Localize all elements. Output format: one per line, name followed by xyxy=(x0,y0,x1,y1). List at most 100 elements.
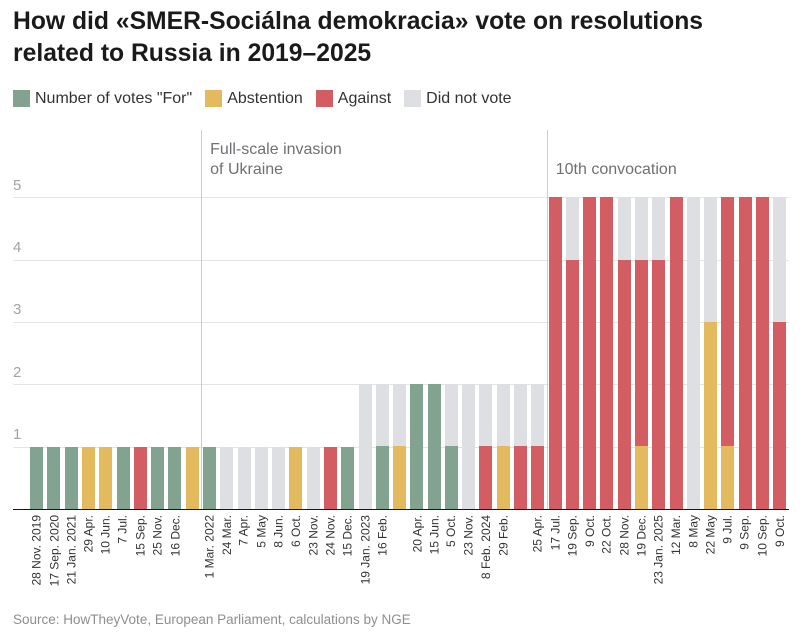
bar-column-42[interactable] xyxy=(755,197,769,509)
bar-segment-against[interactable] xyxy=(755,197,769,509)
bar-segment-against[interactable] xyxy=(323,446,337,509)
bar-column-32[interactable] xyxy=(583,197,597,509)
bar-column-39[interactable] xyxy=(704,197,718,509)
bar-segment-against[interactable] xyxy=(531,446,545,509)
bar-column-40[interactable] xyxy=(721,197,735,509)
bar-column-41[interactable] xyxy=(738,197,752,509)
bar-column-3[interactable] xyxy=(82,446,96,509)
bar-column-24[interactable] xyxy=(444,384,458,509)
bar-column-7[interactable] xyxy=(151,446,165,509)
bar-column-28[interactable] xyxy=(514,384,528,509)
bar-column-33[interactable] xyxy=(600,197,614,509)
bar-column-0[interactable] xyxy=(30,446,44,509)
bar-segment-against[interactable] xyxy=(773,321,787,509)
bar-segment-did_not_vote[interactable] xyxy=(358,384,372,509)
bar-column-34[interactable] xyxy=(617,197,631,509)
bar-segment-abstention[interactable] xyxy=(393,446,407,509)
bar-column-30[interactable] xyxy=(548,197,562,509)
bar-column-43[interactable] xyxy=(773,197,787,509)
bar-column-37[interactable] xyxy=(669,197,683,509)
bar-column-35[interactable] xyxy=(635,197,648,509)
bar-segment-did_not_vote[interactable] xyxy=(531,384,545,447)
bar-segment-against[interactable] xyxy=(617,259,631,509)
bar-segment-abstention[interactable] xyxy=(704,321,718,509)
bar-column-27[interactable] xyxy=(496,384,510,509)
bar-segment-abstention[interactable] xyxy=(185,446,199,509)
bar-segment-did_not_vote[interactable] xyxy=(444,384,458,447)
bar-column-5[interactable] xyxy=(116,446,130,509)
bar-column-36[interactable] xyxy=(652,197,666,509)
bar-segment-against[interactable] xyxy=(721,197,735,447)
bar-segment-did_not_vote[interactable] xyxy=(375,384,389,447)
bar-column-22[interactable] xyxy=(410,384,424,509)
bar-segment-against[interactable] xyxy=(565,259,579,509)
bar-segment-abstention[interactable] xyxy=(82,446,96,509)
bar-segment-for[interactable] xyxy=(341,446,355,509)
bar-segment-against[interactable] xyxy=(479,446,493,509)
bar-segment-against[interactable] xyxy=(738,197,752,509)
bar-segment-abstention[interactable] xyxy=(721,446,735,509)
bar-column-18[interactable] xyxy=(341,446,355,509)
bar-segment-did_not_vote[interactable] xyxy=(272,446,286,509)
bar-segment-for[interactable] xyxy=(116,446,130,509)
bar-segment-against[interactable] xyxy=(635,259,648,447)
bar-segment-for[interactable] xyxy=(168,446,182,509)
bar-column-26[interactable] xyxy=(479,384,493,509)
bar-segment-did_not_vote[interactable] xyxy=(773,197,787,322)
bar-column-6[interactable] xyxy=(133,446,147,509)
bar-segment-did_not_vote[interactable] xyxy=(617,197,631,260)
bar-segment-against[interactable] xyxy=(600,197,614,509)
bar-column-20[interactable] xyxy=(375,384,389,509)
bar-segment-abstention[interactable] xyxy=(635,446,648,509)
bar-segment-did_not_vote[interactable] xyxy=(220,446,234,509)
bar-column-23[interactable] xyxy=(427,384,441,509)
bar-column-38[interactable] xyxy=(686,197,700,509)
bar-segment-against[interactable] xyxy=(548,197,562,509)
bar-segment-did_not_vote[interactable] xyxy=(462,384,476,509)
bar-segment-for[interactable] xyxy=(427,384,441,509)
bar-segment-abstention[interactable] xyxy=(289,446,303,509)
bar-segment-did_not_vote[interactable] xyxy=(704,197,718,322)
bar-segment-abstention[interactable] xyxy=(99,446,113,509)
bar-segment-abstention[interactable] xyxy=(496,446,510,509)
bar-column-8[interactable] xyxy=(168,446,182,509)
bar-column-11[interactable] xyxy=(220,446,234,509)
bar-column-9[interactable] xyxy=(185,446,199,509)
bar-segment-did_not_vote[interactable] xyxy=(306,446,320,509)
bar-segment-for[interactable] xyxy=(410,384,424,509)
bar-segment-did_not_vote[interactable] xyxy=(652,197,666,260)
bar-column-2[interactable] xyxy=(64,446,78,509)
bar-column-17[interactable] xyxy=(323,446,337,509)
bar-segment-did_not_vote[interactable] xyxy=(479,384,493,447)
bar-segment-for[interactable] xyxy=(47,446,61,509)
bar-segment-for[interactable] xyxy=(203,446,216,509)
bar-column-31[interactable] xyxy=(565,197,579,509)
bar-segment-for[interactable] xyxy=(30,446,44,509)
bar-segment-did_not_vote[interactable] xyxy=(565,197,579,260)
bar-segment-against[interactable] xyxy=(652,259,666,509)
bar-segment-did_not_vote[interactable] xyxy=(496,384,510,447)
bar-column-15[interactable] xyxy=(289,446,303,509)
bar-column-19[interactable] xyxy=(358,384,372,509)
bar-column-10[interactable] xyxy=(203,446,216,509)
bar-segment-against[interactable] xyxy=(133,446,147,509)
bar-column-21[interactable] xyxy=(393,384,407,509)
bar-segment-against[interactable] xyxy=(669,197,683,509)
bar-segment-for[interactable] xyxy=(64,446,78,509)
bar-segment-did_not_vote[interactable] xyxy=(514,384,528,447)
bar-segment-for[interactable] xyxy=(151,446,165,509)
bar-segment-for[interactable] xyxy=(375,446,389,509)
bar-column-1[interactable] xyxy=(47,446,61,509)
bar-column-12[interactable] xyxy=(237,446,251,509)
bar-segment-did_not_vote[interactable] xyxy=(393,384,407,447)
bar-column-4[interactable] xyxy=(99,446,113,509)
bar-column-13[interactable] xyxy=(254,446,268,509)
bar-segment-did_not_vote[interactable] xyxy=(635,197,648,260)
bar-segment-against[interactable] xyxy=(583,197,597,509)
bar-column-25[interactable] xyxy=(462,384,476,509)
bar-column-16[interactable] xyxy=(306,446,320,509)
bar-column-29[interactable] xyxy=(531,384,545,509)
bar-segment-did_not_vote[interactable] xyxy=(237,446,251,509)
bar-segment-against[interactable] xyxy=(514,446,528,509)
bar-segment-for[interactable] xyxy=(444,446,458,509)
